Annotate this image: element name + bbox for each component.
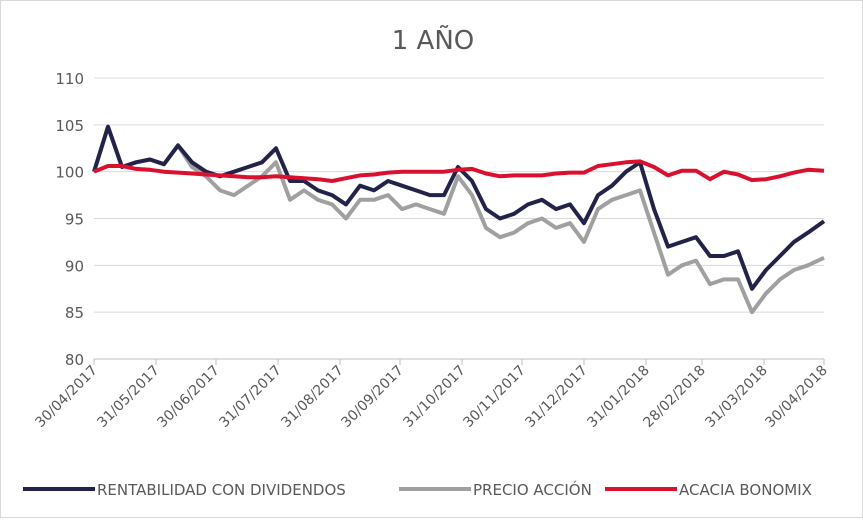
x-tick-label: 30/11/2017 (460, 363, 528, 431)
y-tick-label: 95 (65, 211, 84, 229)
x-tick-label: 31/12/2017 (522, 363, 590, 431)
y-tick-label: 85 (65, 304, 84, 322)
x-tick-label: 30/09/2017 (338, 363, 406, 431)
y-tick-label: 90 (65, 257, 84, 275)
legend-label: RENTABILIDAD CON DIVIDENDOS (97, 481, 346, 499)
chart-title: 1 AÑO (392, 24, 475, 56)
x-tick-label: 31/07/2017 (216, 363, 284, 431)
y-tick-label: 105 (55, 117, 84, 135)
y-tick-label: 100 (55, 164, 84, 182)
y-tick-label: 110 (55, 70, 84, 88)
series-line-1 (92, 124, 825, 315)
x-tick-label: 31/05/2017 (94, 363, 162, 431)
x-tick-label: 30/04/2017 (32, 363, 100, 431)
series-line-0 (92, 124, 826, 291)
x-tick-label: 31/10/2017 (400, 363, 468, 431)
x-tick-label: 30/06/2017 (154, 363, 222, 431)
x-tick-label: 31/08/2017 (278, 363, 346, 431)
series-line-2 (93, 159, 825, 183)
y-tick-label: 80 (65, 351, 84, 369)
x-tick-label: 31/03/2018 (702, 363, 770, 431)
x-tick-label: 30/04/2018 (762, 363, 830, 431)
legend-label: PRECIO ACCIÓN (473, 480, 592, 499)
legend-label: ACACIA BONOMIX (679, 481, 812, 499)
